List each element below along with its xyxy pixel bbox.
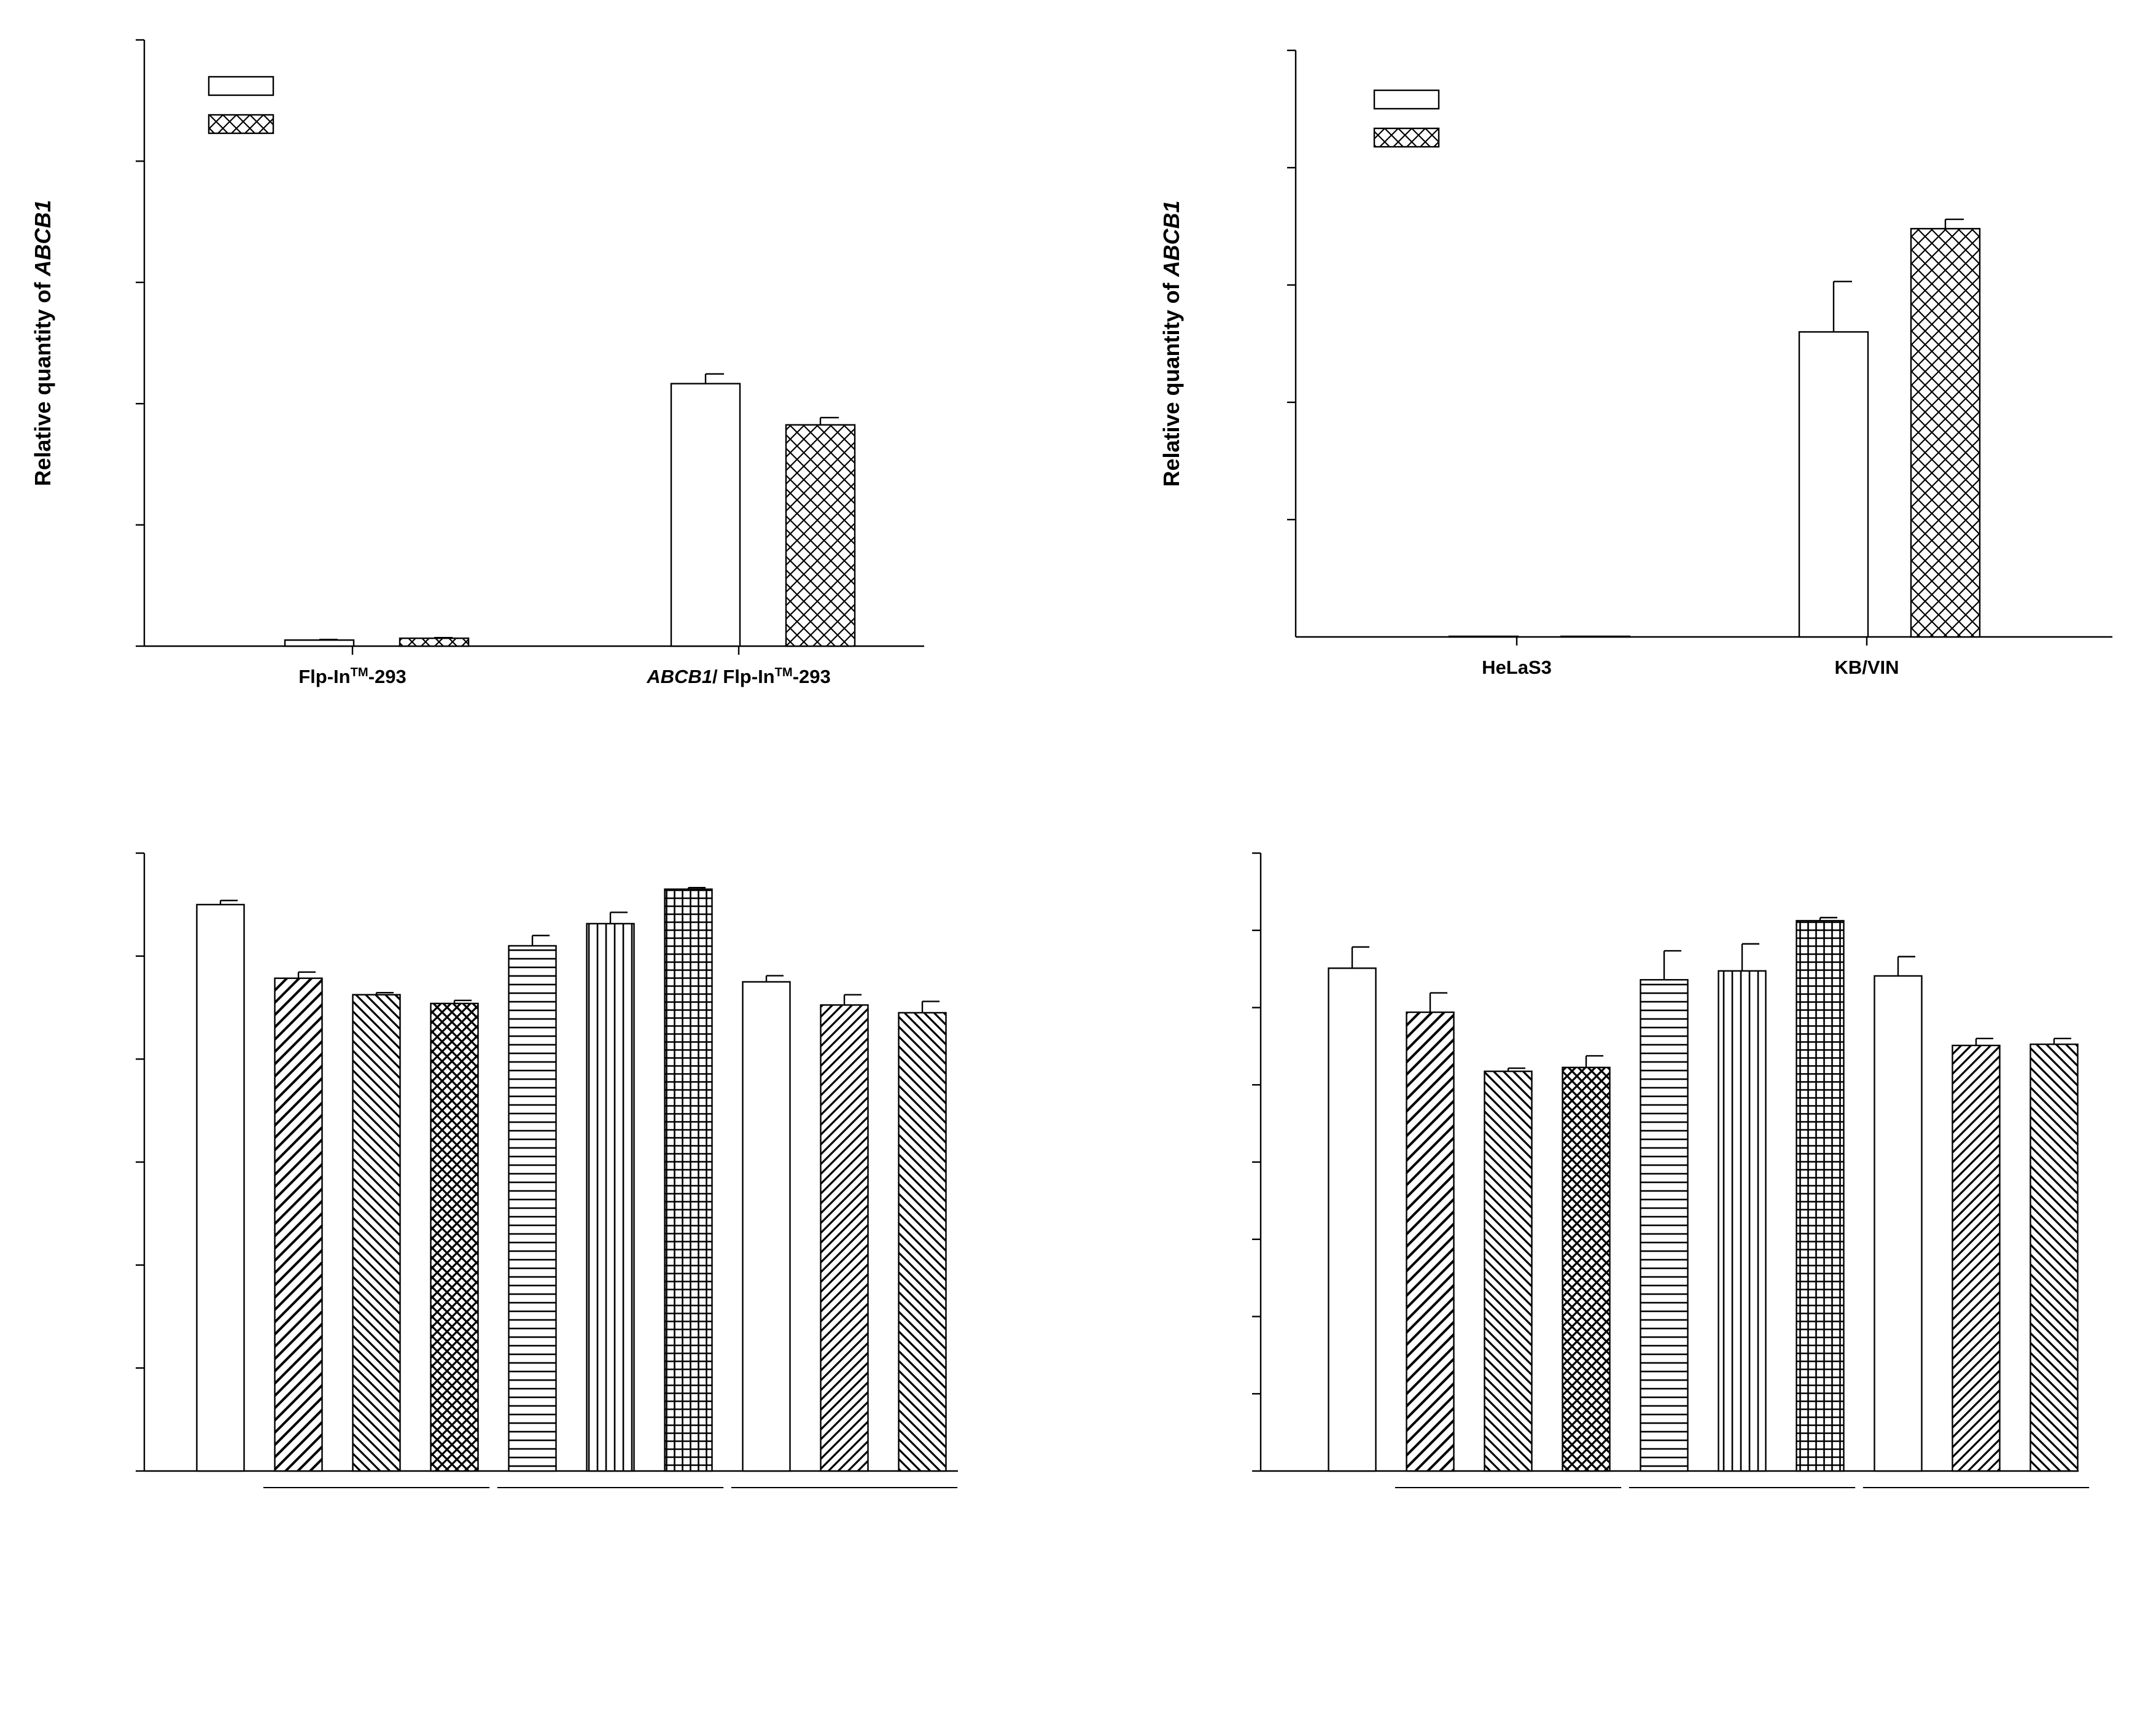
y-axis-label-part: Relative quantity of (1159, 276, 1184, 486)
bar (1484, 1071, 1533, 1472)
y-axis-label: Relative quantity of ABCB1 (30, 200, 55, 486)
panel-d-chart (1252, 852, 2090, 1488)
bar (742, 981, 791, 1472)
panel-b-chart: Relative quantity of ABCB1 HeLaS3 KB/VIN (1159, 49, 2112, 678)
bar (1328, 967, 1377, 1472)
bar (670, 383, 741, 647)
legend-swatch (1373, 127, 1440, 148)
bar (1406, 1011, 1455, 1472)
bar (1796, 919, 1845, 1472)
y-axis-label-part: ABCB1 (30, 200, 55, 276)
x-category-label: Flp-InTM-293 (298, 666, 407, 687)
x-category-label-part: / Flp-In (712, 666, 775, 687)
bar (898, 1012, 947, 1472)
bar (284, 639, 355, 647)
bar (399, 637, 470, 647)
bar (785, 424, 856, 647)
x-category-label-part: ABCB1 (646, 666, 712, 687)
bar (196, 903, 245, 1472)
x-category-label-part: -293 (793, 666, 831, 687)
x-category-label-part: -293 (368, 666, 407, 687)
x-category-label-part: HeLaS3 (1482, 657, 1552, 678)
bar (586, 923, 635, 1472)
y-axis-label-part: Relative quantity of (30, 276, 55, 486)
bar (1448, 635, 1519, 638)
bar (508, 945, 557, 1472)
bar (430, 1002, 479, 1472)
bar (1910, 228, 1981, 638)
panel-c-chart (136, 852, 958, 1488)
x-category-label: ABCB1/ Flp-InTM-293 (646, 666, 831, 687)
x-category-label-part: Flp-In (298, 666, 350, 687)
y-axis-label: Relative quantity of ABCB1 (1159, 200, 1184, 486)
bar (664, 888, 713, 1472)
y-axis-label-part: ABCB1 (1159, 200, 1184, 277)
bar (352, 994, 401, 1472)
bar (1718, 970, 1767, 1472)
bar (2030, 1044, 2079, 1472)
bar (1952, 1044, 2001, 1472)
bar (1560, 635, 1631, 638)
x-category-label-part: TM (351, 666, 368, 679)
bar (274, 977, 323, 1472)
bar (1874, 975, 1923, 1472)
x-category-label: KB/VIN (1834, 657, 1899, 678)
bar (1640, 979, 1689, 1472)
legend-swatch (1373, 89, 1440, 110)
x-category-label: HeLaS3 (1482, 657, 1552, 678)
legend-swatch (208, 114, 274, 135)
legend-swatch (208, 76, 274, 96)
x-category-label-part: KB/VIN (1834, 657, 1899, 678)
bar (1562, 1066, 1611, 1472)
x-category-label-part: TM (775, 666, 793, 679)
bar (820, 1004, 869, 1472)
bar (1798, 331, 1869, 638)
